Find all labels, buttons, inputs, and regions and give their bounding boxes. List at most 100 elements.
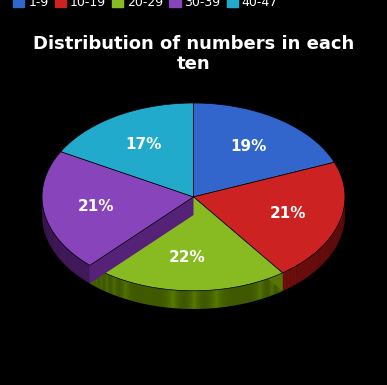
Polygon shape: [289, 269, 290, 288]
Polygon shape: [313, 254, 314, 273]
Polygon shape: [148, 286, 149, 305]
Polygon shape: [258, 281, 259, 300]
Polygon shape: [201, 291, 202, 309]
Polygon shape: [163, 289, 164, 307]
Polygon shape: [326, 242, 327, 261]
Polygon shape: [299, 264, 300, 283]
Polygon shape: [322, 246, 323, 264]
Polygon shape: [144, 286, 146, 304]
Polygon shape: [142, 285, 144, 304]
Polygon shape: [238, 286, 240, 305]
Polygon shape: [167, 289, 168, 308]
Polygon shape: [61, 103, 194, 197]
Polygon shape: [121, 280, 122, 298]
Polygon shape: [42, 152, 194, 265]
Polygon shape: [199, 291, 200, 309]
Polygon shape: [277, 275, 278, 293]
Polygon shape: [53, 233, 54, 251]
Polygon shape: [140, 285, 141, 303]
Polygon shape: [101, 271, 102, 290]
Polygon shape: [171, 290, 172, 308]
Polygon shape: [280, 274, 281, 292]
Polygon shape: [288, 270, 289, 288]
Polygon shape: [301, 262, 302, 281]
Polygon shape: [128, 281, 129, 300]
Polygon shape: [230, 288, 231, 306]
Polygon shape: [327, 240, 328, 259]
Polygon shape: [147, 286, 148, 305]
Polygon shape: [231, 288, 233, 306]
Polygon shape: [68, 250, 69, 268]
Polygon shape: [132, 283, 133, 301]
Polygon shape: [224, 289, 225, 307]
Polygon shape: [250, 284, 252, 302]
Polygon shape: [253, 283, 254, 301]
Polygon shape: [259, 281, 260, 300]
Polygon shape: [316, 252, 317, 270]
Polygon shape: [214, 290, 215, 308]
Polygon shape: [186, 291, 187, 309]
Polygon shape: [245, 285, 247, 303]
Polygon shape: [108, 275, 109, 293]
Polygon shape: [63, 245, 64, 264]
Polygon shape: [193, 291, 194, 309]
Polygon shape: [54, 234, 55, 253]
Polygon shape: [229, 288, 230, 306]
Polygon shape: [267, 278, 268, 297]
Polygon shape: [139, 285, 140, 303]
Polygon shape: [146, 286, 147, 305]
Polygon shape: [281, 273, 282, 292]
Polygon shape: [81, 260, 82, 279]
Polygon shape: [152, 287, 153, 306]
Polygon shape: [65, 247, 66, 266]
Polygon shape: [78, 258, 79, 276]
Polygon shape: [248, 284, 250, 303]
Polygon shape: [109, 275, 110, 293]
Polygon shape: [85, 262, 86, 281]
Polygon shape: [194, 291, 195, 309]
Polygon shape: [114, 277, 115, 295]
Polygon shape: [240, 286, 241, 305]
Polygon shape: [309, 257, 310, 276]
Polygon shape: [279, 274, 280, 293]
Polygon shape: [276, 275, 277, 294]
Polygon shape: [302, 262, 303, 280]
Polygon shape: [76, 256, 77, 275]
Polygon shape: [194, 162, 345, 273]
Polygon shape: [161, 288, 162, 307]
Polygon shape: [191, 291, 192, 309]
Polygon shape: [307, 259, 308, 277]
Polygon shape: [90, 197, 283, 291]
Polygon shape: [200, 291, 201, 309]
Polygon shape: [61, 242, 62, 261]
Polygon shape: [329, 238, 330, 257]
Polygon shape: [300, 263, 301, 282]
Polygon shape: [124, 280, 125, 299]
Polygon shape: [149, 287, 151, 305]
Polygon shape: [226, 288, 227, 307]
Polygon shape: [282, 273, 283, 291]
Polygon shape: [116, 278, 117, 296]
Polygon shape: [241, 286, 243, 304]
Polygon shape: [165, 289, 166, 307]
Polygon shape: [293, 267, 294, 286]
Polygon shape: [67, 249, 68, 268]
Polygon shape: [194, 197, 283, 291]
Polygon shape: [205, 290, 207, 309]
Polygon shape: [254, 283, 255, 301]
Polygon shape: [204, 290, 205, 309]
Polygon shape: [209, 290, 210, 308]
Polygon shape: [325, 242, 326, 261]
Polygon shape: [194, 103, 334, 197]
Polygon shape: [134, 283, 135, 301]
Polygon shape: [323, 245, 324, 264]
Polygon shape: [99, 270, 100, 289]
Text: 17%: 17%: [125, 137, 162, 152]
Polygon shape: [247, 285, 248, 303]
Polygon shape: [290, 269, 291, 287]
Polygon shape: [208, 290, 209, 308]
Polygon shape: [126, 281, 127, 300]
Polygon shape: [192, 291, 193, 309]
Polygon shape: [123, 280, 124, 298]
Polygon shape: [180, 290, 182, 309]
